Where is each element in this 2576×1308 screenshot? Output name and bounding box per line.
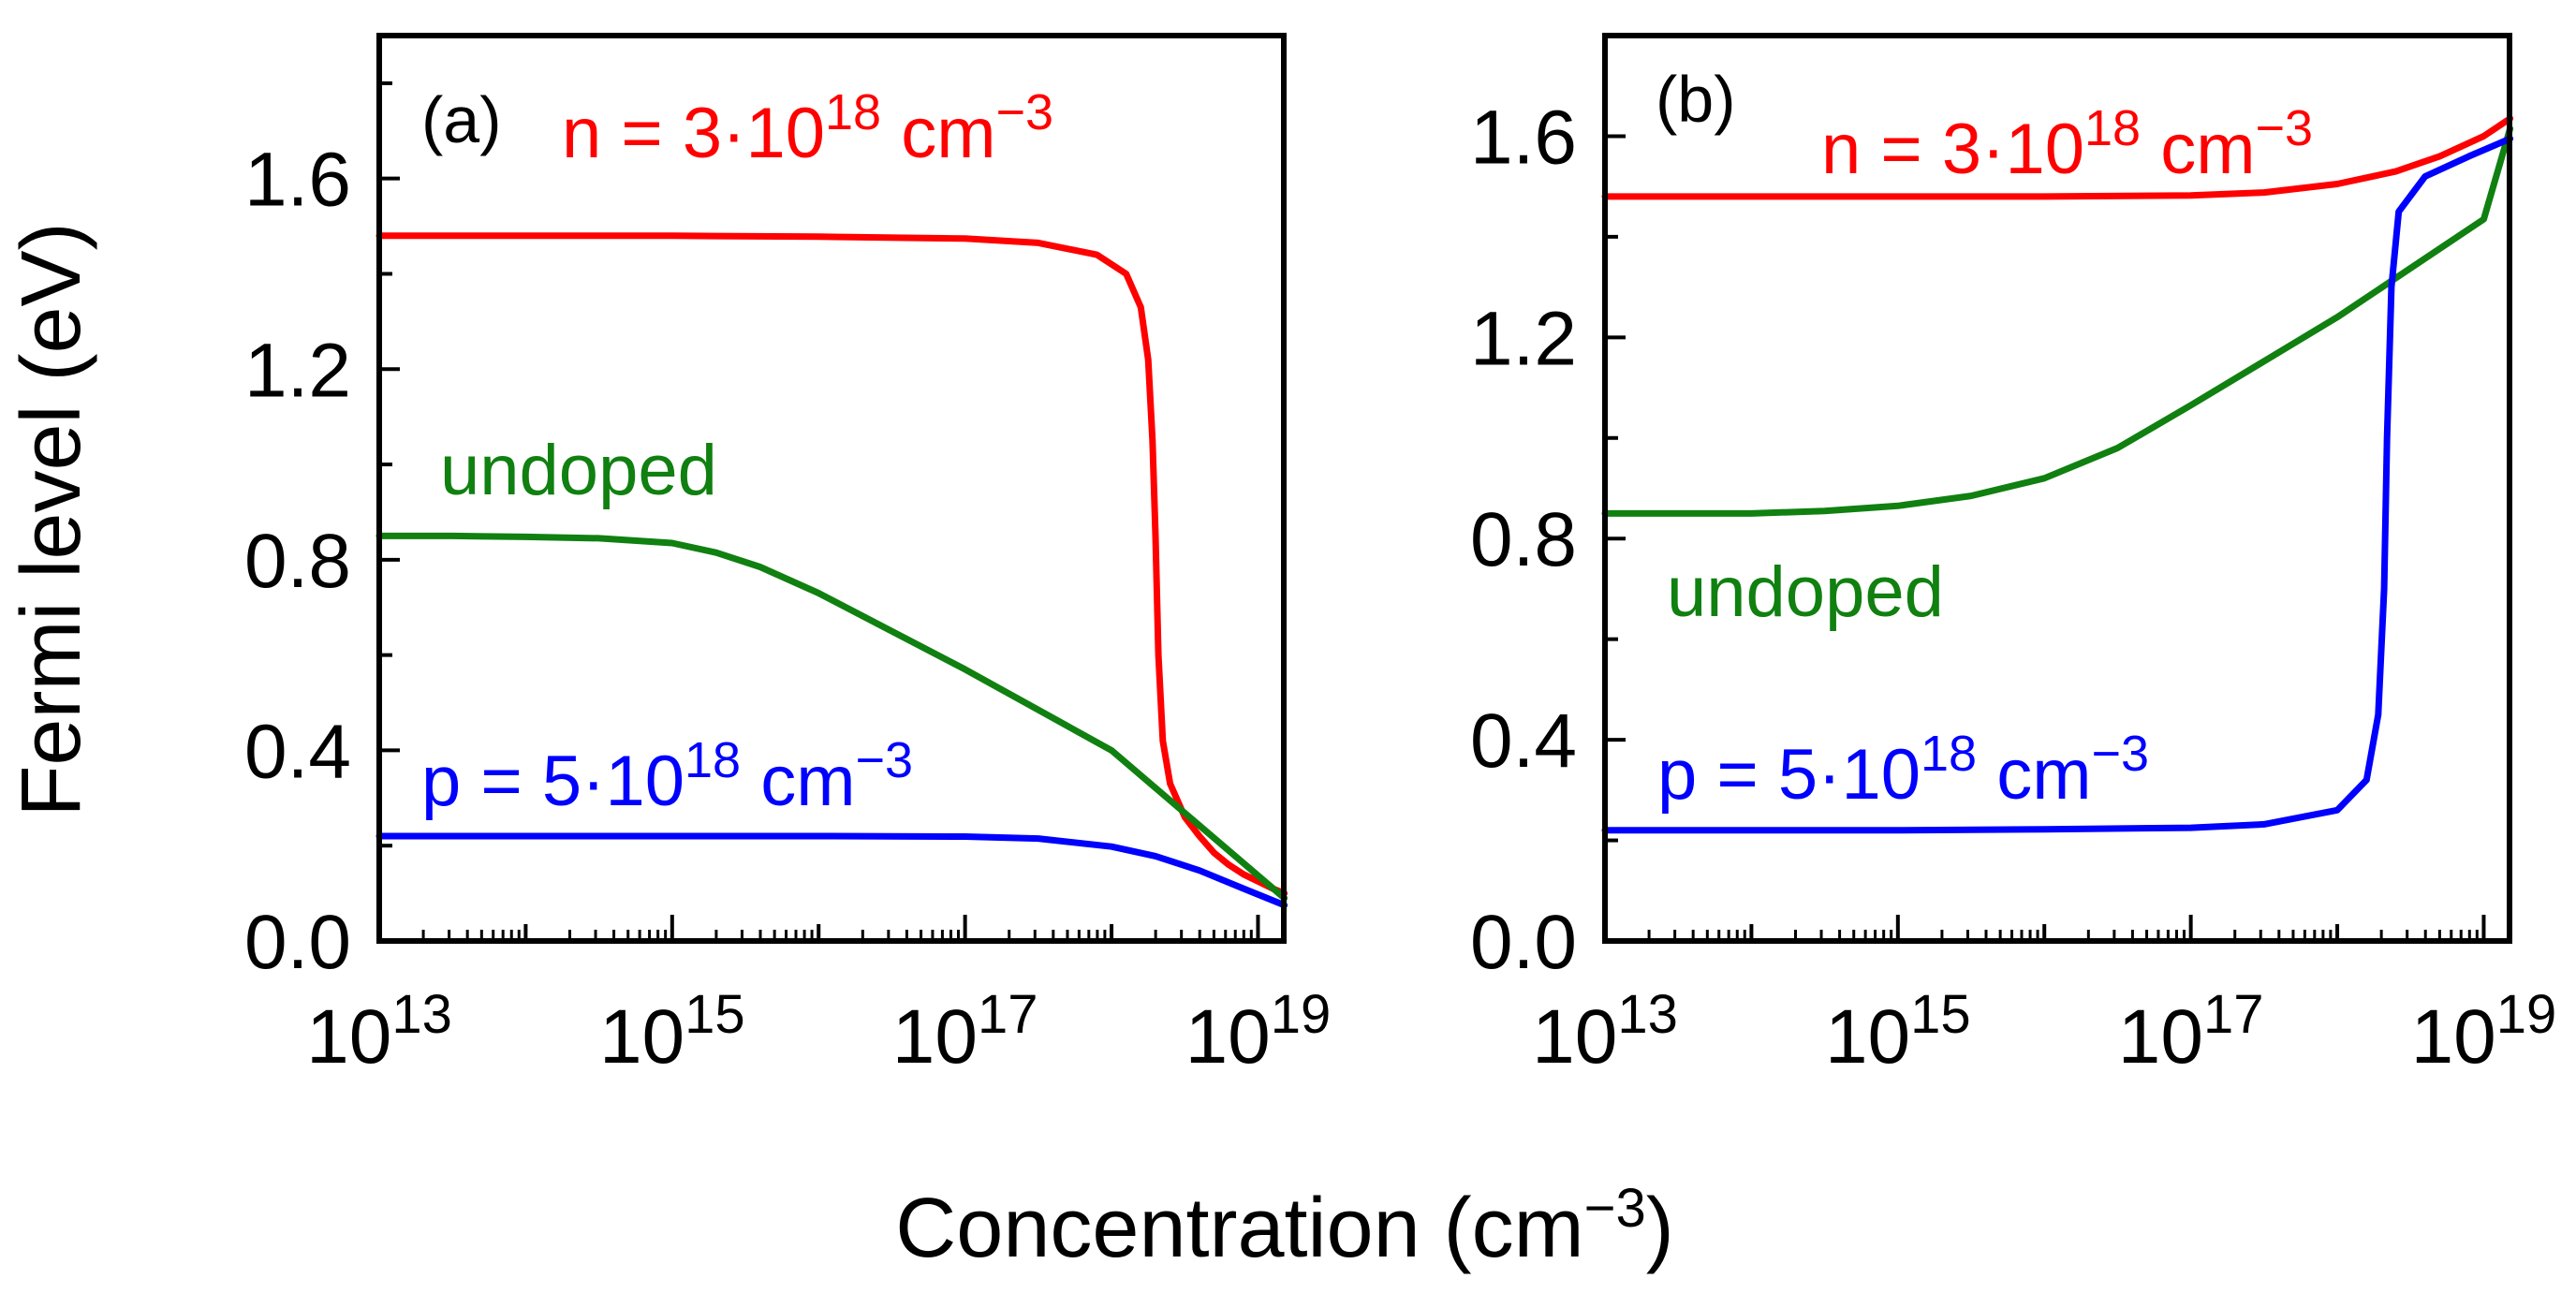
series-label-unit: cm [741, 742, 855, 821]
series-label-undoped: undoped [440, 431, 717, 510]
x-tick-label-exponent: 15 [684, 984, 745, 1045]
x-tick-label-base: 10 [1185, 994, 1271, 1080]
series-line-p-doped [1601, 135, 2514, 834]
x-tick-label-base: 10 [2118, 994, 2203, 1080]
y-tick-label: 1.6 [1470, 95, 1577, 180]
x-tick-label-base: 10 [1825, 994, 1910, 1080]
x-tick-label: 1015 [599, 984, 745, 1080]
series-label-n-doped: n = 3·1018 cm−3 [1821, 100, 2313, 189]
series-label-exponent: 18 [1921, 726, 1977, 782]
series-label-text: undoped [440, 431, 717, 510]
y-tick-label: 1.2 [1470, 296, 1577, 381]
panel-b-label: (b) [1656, 63, 1736, 136]
x-tick-label: 1017 [2118, 984, 2264, 1080]
x-tick-label-exponent: 17 [978, 984, 1038, 1045]
series-label-p-doped: p = 5·1018 cm−3 [1657, 726, 2149, 815]
series-label-text: n = 3·10 [562, 94, 825, 173]
x-tick-label-exponent: 15 [1910, 984, 1971, 1045]
series-line-n-doped [1601, 115, 2514, 200]
series-label-exponent: 18 [2084, 100, 2141, 156]
x-tick-label-base: 10 [2411, 994, 2496, 1080]
x-axis-title-exponent: −3 [1584, 1178, 1646, 1239]
panel-a-label: (a) [421, 83, 502, 156]
panel-a-series [375, 232, 1288, 909]
x-tick-label: 1013 [306, 984, 452, 1080]
x-axis-title-close: ) [1646, 1182, 1674, 1275]
x-tick-label: 1017 [892, 984, 1038, 1080]
series-line-n-doped [375, 232, 1288, 897]
y-tick-label: 0.0 [1470, 900, 1577, 985]
x-tick-label-base: 10 [892, 994, 978, 1080]
panel-b-series [1601, 115, 2514, 834]
x-tick-label-exponent: 13 [391, 984, 452, 1045]
x-tick-label-base: 10 [1532, 994, 1617, 1080]
y-tick-label: 0.8 [1470, 497, 1577, 582]
panel-b-frame [1602, 33, 2512, 944]
series-line-p-doped [375, 832, 1288, 909]
series-label-unit: cm [1977, 735, 2091, 815]
y-tick-label: 1.6 [244, 138, 351, 223]
x-tick-label-exponent: 19 [1271, 984, 1332, 1045]
panel-a-plot-area [379, 36, 1284, 941]
x-tick-label: 1013 [1532, 984, 1678, 1080]
x-tick-label: 1015 [1825, 984, 1971, 1080]
x-tick-label-exponent: 17 [2203, 984, 2264, 1045]
x-tick-label-exponent: 19 [2496, 984, 2557, 1045]
y-axis-title: Fermi level (eV) [5, 222, 98, 816]
series-label-unit: cm [881, 94, 995, 173]
y-tick-label: 0.8 [244, 519, 351, 604]
x-tick-label: 1019 [2411, 984, 2557, 1080]
x-tick-label-exponent: 13 [1617, 984, 1678, 1045]
x-tick-label: 1019 [1185, 984, 1332, 1080]
x-axis-title: Concentration (cm−3) [895, 1178, 1673, 1276]
series-label-text: n = 3·10 [1821, 110, 2084, 189]
series-label-text: p = 5·10 [1657, 735, 1921, 815]
panel-a-frame [376, 33, 1287, 944]
y-tick-label: 0.4 [1470, 698, 1577, 784]
series-label-unit-exponent: −3 [856, 732, 914, 788]
y-tick-label: 0.4 [244, 709, 351, 794]
series-label-n-doped: n = 3·1018 cm−3 [562, 84, 1053, 173]
series-label-unit-exponent: −3 [996, 84, 1054, 140]
series-label-unit: cm [2141, 110, 2255, 189]
series-label-text: undoped [1667, 552, 1944, 632]
series-label-p-doped: p = 5·1018 cm−3 [421, 732, 913, 821]
series-line-undoped [375, 532, 1288, 902]
series-label-text: p = 5·10 [421, 742, 684, 821]
series-label-exponent: 18 [825, 84, 881, 140]
series-label-unit-exponent: −3 [2256, 100, 2314, 156]
y-tick-label: 1.2 [244, 328, 351, 413]
x-tick-label-base: 10 [599, 994, 684, 1080]
series-label-unit-exponent: −3 [2092, 726, 2150, 782]
series-label-exponent: 18 [684, 732, 741, 788]
x-axis-title-text: Concentration (cm [895, 1182, 1583, 1275]
series-label-undoped: undoped [1667, 552, 1944, 632]
y-tick-label: 0.0 [244, 900, 351, 985]
x-tick-label-base: 10 [306, 994, 391, 1080]
series-line-undoped [1601, 125, 2514, 517]
